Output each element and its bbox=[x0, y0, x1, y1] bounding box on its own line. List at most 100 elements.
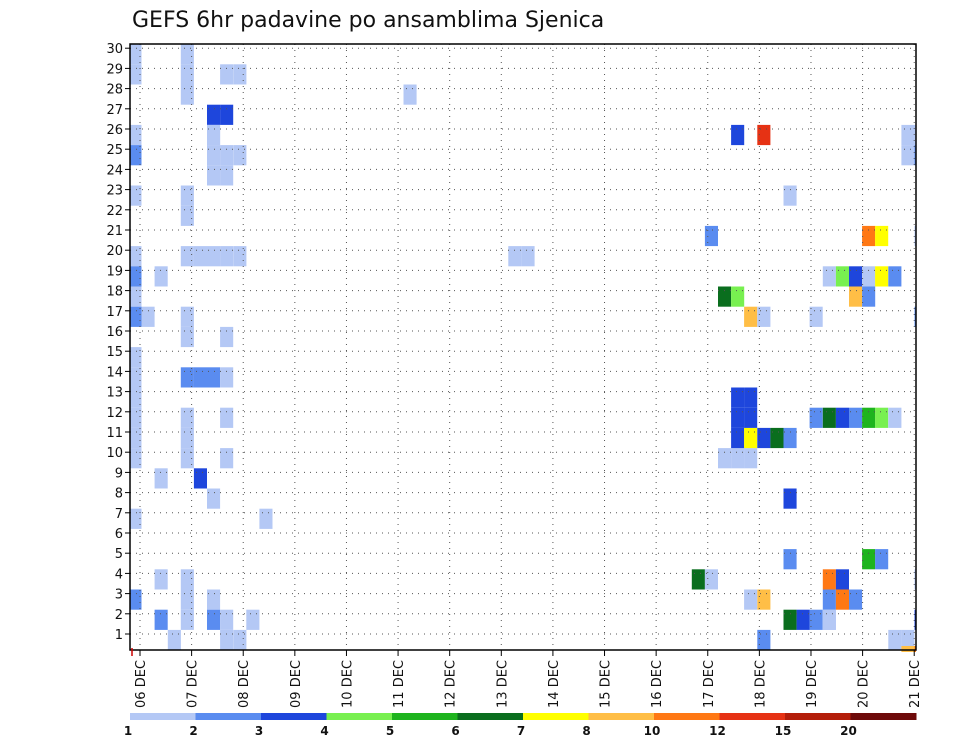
y-tick-label: 18 bbox=[106, 285, 123, 300]
heatmap-cell bbox=[233, 629, 247, 651]
heatmap-cell bbox=[704, 225, 718, 247]
y-tick-label: 7 bbox=[115, 507, 123, 522]
heatmap-cell bbox=[220, 367, 234, 388]
heatmap-cell bbox=[849, 407, 863, 428]
heatmap-cell bbox=[130, 246, 142, 267]
legend-swatch bbox=[392, 713, 458, 720]
y-tick-label: 26 bbox=[106, 123, 123, 138]
heatmap-cell bbox=[193, 246, 207, 267]
x-tick-label: 19 DEC bbox=[805, 660, 820, 708]
heatmap-cell bbox=[207, 609, 221, 630]
heatmap-cell bbox=[220, 629, 234, 651]
x-tick-label: 10 DEC bbox=[340, 660, 355, 708]
chart-title: GEFS 6hr padavine po ansamblima Sjenica bbox=[132, 8, 604, 33]
y-tick-label: 23 bbox=[106, 184, 123, 199]
heatmap-cell bbox=[207, 165, 221, 186]
heatmap-cell bbox=[220, 448, 234, 469]
color-legend: 1 2 3 4 5 6 7 8 10 12 15 20 bbox=[124, 713, 917, 738]
heatmap-cell bbox=[193, 468, 207, 489]
heatmap-cell bbox=[757, 427, 771, 449]
heatmap-cell bbox=[180, 306, 194, 327]
x-tick-label: 18 DEC bbox=[753, 660, 768, 708]
heatmap-cell bbox=[783, 488, 797, 509]
heatmap-cell bbox=[233, 145, 247, 166]
heatmap-cell bbox=[167, 629, 181, 651]
y-tick-label: 8 bbox=[115, 487, 123, 502]
y-tick-label: 21 bbox=[106, 224, 123, 239]
legend-swatch bbox=[195, 713, 262, 720]
heatmap-cell bbox=[130, 407, 142, 428]
heatmap-cell bbox=[901, 646, 915, 652]
heatmap-cell bbox=[835, 407, 849, 428]
heatmap-cell bbox=[744, 306, 758, 327]
heatmap-cell bbox=[130, 124, 142, 146]
heatmap-cell bbox=[154, 468, 168, 489]
legend-swatch bbox=[261, 713, 327, 720]
heatmap-cell bbox=[704, 569, 718, 590]
heatmap-cell bbox=[835, 266, 849, 287]
y-tick-label: 19 bbox=[106, 264, 123, 279]
legend-label: 8 bbox=[582, 724, 590, 738]
y-tick-label: 27 bbox=[106, 103, 123, 118]
y-tick-label: 1 bbox=[115, 628, 123, 643]
heatmap-cell bbox=[246, 609, 260, 630]
heatmap-cell bbox=[154, 609, 168, 630]
heatmap-cell bbox=[180, 448, 194, 469]
x-tick-label: 21 DEC bbox=[908, 660, 923, 708]
y-tick-label: 13 bbox=[106, 386, 123, 401]
heatmap-cell bbox=[862, 407, 876, 428]
heatmap-cell bbox=[180, 407, 194, 428]
heatmap-cell bbox=[154, 569, 168, 590]
heatmap-cell bbox=[888, 629, 902, 651]
heatmap-cell bbox=[744, 448, 758, 469]
heatmap-cell bbox=[130, 44, 142, 65]
heatmap-cell bbox=[521, 246, 535, 267]
heatmap-cell bbox=[130, 387, 142, 408]
heatmap-cell bbox=[849, 589, 863, 610]
heatmap-cell bbox=[130, 508, 142, 529]
heatmap-cell bbox=[822, 609, 836, 630]
legend-label: 3 bbox=[255, 724, 263, 738]
heatmap-cell bbox=[508, 246, 522, 267]
x-tick-label: 16 DEC bbox=[650, 660, 665, 708]
legend-label: 12 bbox=[709, 724, 726, 738]
legend-label: 7 bbox=[517, 724, 525, 738]
heatmap-cell bbox=[731, 387, 745, 408]
heatmap-cell bbox=[180, 44, 194, 65]
x-tick-label: 20 DEC bbox=[857, 660, 872, 708]
heatmap-cell bbox=[691, 569, 705, 590]
heatmap-cell bbox=[757, 589, 771, 610]
heatmap-cell bbox=[130, 64, 142, 85]
heatmap-cell bbox=[130, 448, 142, 469]
legend-swatch bbox=[719, 713, 786, 720]
heatmap-cell bbox=[731, 448, 745, 469]
x-tick-label: 09 DEC bbox=[289, 660, 304, 708]
y-tick-label: 11 bbox=[106, 426, 123, 441]
heatmap-cell bbox=[220, 64, 234, 85]
heatmap-cell bbox=[731, 124, 745, 146]
y-tick-label: 6 bbox=[115, 527, 123, 542]
heatmap-cell bbox=[888, 266, 902, 287]
heatmap-cell bbox=[220, 165, 234, 186]
heatmap-cell bbox=[193, 367, 207, 388]
heatmap-cell bbox=[783, 609, 797, 630]
legend-swatch bbox=[130, 713, 196, 720]
y-tick-label: 29 bbox=[106, 62, 123, 77]
y-tick-label: 4 bbox=[115, 567, 123, 582]
heatmap-cell bbox=[875, 549, 889, 570]
x-tick-label: 08 DEC bbox=[237, 660, 252, 708]
y-tick-label: 5 bbox=[115, 547, 123, 562]
heatmap-cell bbox=[130, 266, 142, 287]
heatmap-cell bbox=[180, 427, 194, 449]
heatmap-cell bbox=[783, 549, 797, 570]
legend-swatch bbox=[588, 713, 655, 720]
heatmap-cell bbox=[130, 367, 142, 388]
x-tick-label: 17 DEC bbox=[702, 660, 717, 708]
heatmap-cell bbox=[180, 367, 194, 388]
heatmap-cell bbox=[888, 407, 902, 428]
legend-label: 10 bbox=[644, 724, 661, 738]
heatmap-cell bbox=[783, 185, 797, 206]
heatmap-cell bbox=[770, 427, 784, 449]
x-tick-label: 06 DEC bbox=[134, 660, 149, 708]
heatmap-cell bbox=[130, 589, 142, 610]
